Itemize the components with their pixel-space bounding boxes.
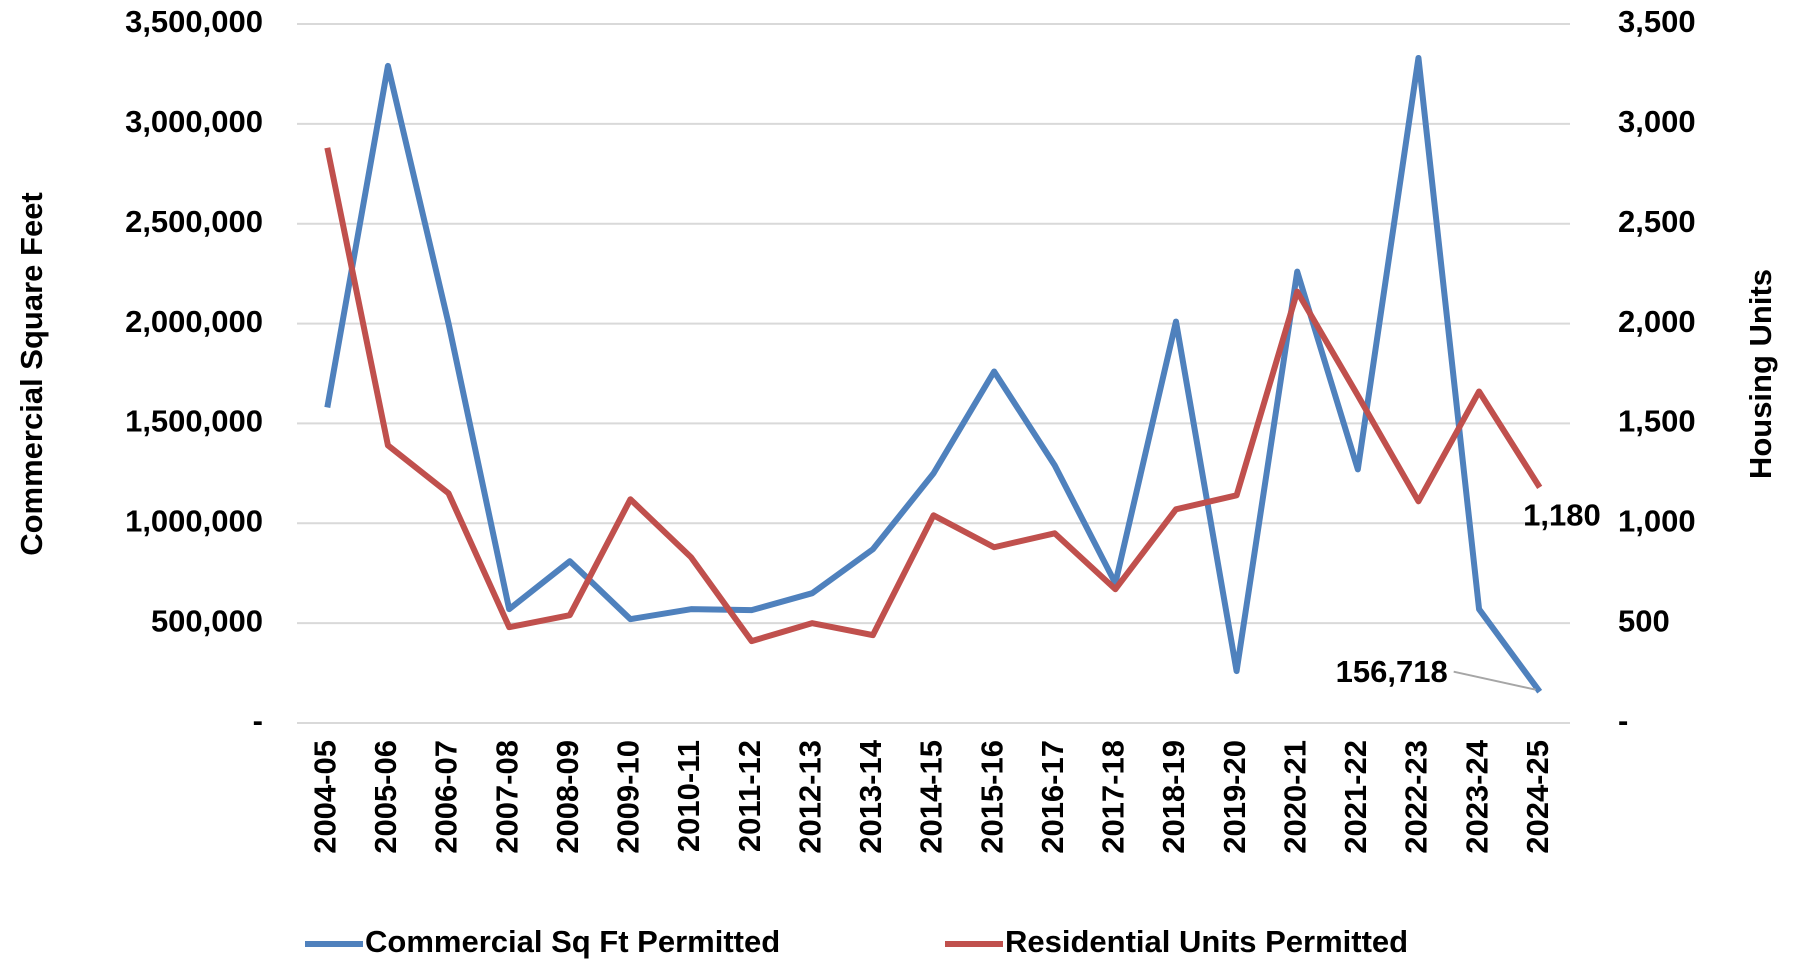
x-tick-label: 2005-06 bbox=[368, 740, 403, 854]
y2-tick-label: 3,500 bbox=[1618, 4, 1696, 39]
x-tick-label: 2021-22 bbox=[1338, 740, 1373, 854]
y-tick-label: 2,500,000 bbox=[125, 204, 263, 239]
x-tick-label: 2009-10 bbox=[611, 740, 646, 854]
x-tick-label: 2008-09 bbox=[550, 740, 585, 854]
x-tick-label: 2018-19 bbox=[1156, 740, 1191, 854]
y2-tick-label: 2,500 bbox=[1618, 204, 1696, 239]
line-series bbox=[324, 147, 1543, 645]
x-tick-label: 2022-23 bbox=[1399, 740, 1434, 854]
y-tick-label: 1,000,000 bbox=[125, 503, 263, 538]
x-tick-label: 2011-12 bbox=[732, 740, 767, 852]
data-label: 1,180 bbox=[1523, 498, 1601, 533]
legend-label: Residential Units Permitted bbox=[1005, 924, 1408, 959]
y-axis-title: Commercial Square Feet bbox=[14, 192, 49, 556]
y2-tick-label: 2,000 bbox=[1618, 304, 1696, 339]
x-tick-label: 2014-15 bbox=[914, 740, 949, 854]
y-tick-label: 3,000,000 bbox=[125, 104, 263, 139]
x-tick-label: 2010-11 bbox=[671, 740, 706, 852]
leader-line bbox=[1453, 670, 1536, 691]
data-label: 156,718 bbox=[1336, 654, 1448, 689]
x-tick-label: 2024-25 bbox=[1520, 740, 1555, 854]
y-tick-label: 2,000,000 bbox=[125, 304, 263, 339]
x-tick-label: 2023-24 bbox=[1459, 739, 1494, 854]
x-tick-label: 2020-21 bbox=[1277, 740, 1312, 854]
y-tick-label: - bbox=[253, 703, 263, 738]
x-tick-label: 2012-13 bbox=[792, 740, 827, 854]
x-tick-label: 2006-07 bbox=[429, 740, 464, 854]
legend-label: Commercial Sq Ft Permitted bbox=[365, 924, 780, 959]
x-tick-label: 2019-20 bbox=[1217, 740, 1252, 854]
x-tick-label: 2007-08 bbox=[489, 740, 524, 854]
x-tick-label: 2017-18 bbox=[1096, 740, 1131, 854]
x-tick-label: 2004-05 bbox=[307, 740, 342, 854]
y2-tick-label: - bbox=[1618, 703, 1628, 738]
line-series bbox=[324, 54, 1543, 694]
y2-tick-label: 1,500 bbox=[1618, 404, 1696, 439]
y2-tick-label: 3,000 bbox=[1618, 104, 1696, 139]
x-tick-label: 2015-16 bbox=[974, 740, 1009, 854]
y2-tick-label: 1,000 bbox=[1618, 503, 1696, 538]
y2-axis-title: Housing Units bbox=[1743, 269, 1778, 479]
x-tick-label: 2016-17 bbox=[1035, 740, 1070, 854]
y-tick-label: 1,500,000 bbox=[125, 404, 263, 439]
y-tick-label: 3,500,000 bbox=[125, 4, 263, 39]
y2-tick-label: 500 bbox=[1618, 603, 1670, 638]
y-tick-label: 500,000 bbox=[151, 603, 263, 638]
x-tick-label: 2013-14 bbox=[853, 739, 888, 854]
